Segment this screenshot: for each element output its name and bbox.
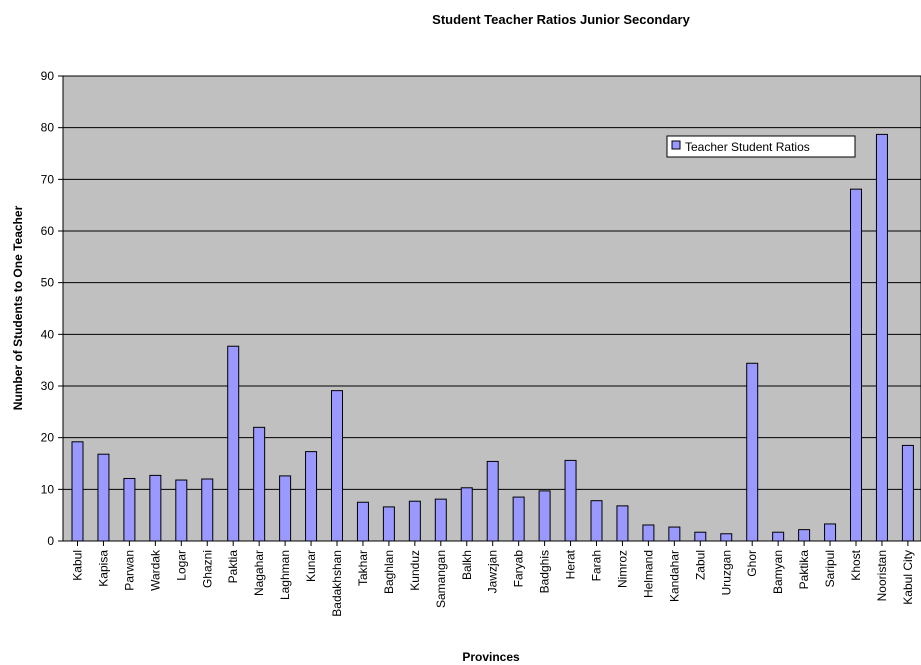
bar-farah — [590, 500, 603, 542]
bar-logar — [175, 479, 188, 542]
bar-helmand — [642, 524, 655, 542]
x-tick-label: Herat — [564, 549, 578, 579]
bar-balkh — [460, 487, 473, 542]
bar-paktia — [227, 345, 240, 542]
bar-samangan — [434, 498, 447, 542]
bar-uruzgan — [720, 533, 733, 542]
y-tick-label: 0 — [47, 534, 54, 548]
x-tick-label: Jawzjan — [486, 550, 500, 593]
y-tick-label: 50 — [41, 276, 55, 290]
x-tick-label: Farah — [590, 550, 604, 581]
bar-khost — [850, 188, 862, 542]
bar-ghor — [746, 362, 759, 542]
bar-kandahar — [668, 526, 681, 542]
bar-faryab — [512, 496, 525, 542]
bar-kabul — [71, 441, 84, 542]
x-tick-label: Logar — [174, 550, 188, 581]
x-tick-label: Helmand — [641, 550, 655, 598]
x-tick-label: Kandahar — [667, 550, 681, 602]
x-tick-label: Faryab — [512, 550, 526, 588]
bar-parwan — [123, 477, 136, 542]
x-tick-label: Kapisa — [96, 550, 110, 587]
y-tick-label: 40 — [41, 327, 55, 341]
x-tick-label: Baghlan — [382, 550, 396, 594]
bar-zabul — [694, 531, 707, 542]
x-tick-label: Nimroz — [615, 550, 629, 588]
bar-bamyan — [772, 531, 785, 542]
bar-saripul — [824, 523, 837, 542]
x-tick-label: Takhar — [356, 550, 370, 586]
x-axis-ticks: Kabul Kapisa Parwan Wardak Logar Ghazni Paktia… — [71, 541, 915, 617]
bar-jawzjan — [486, 460, 499, 542]
x-tick-label: Uruzgan — [719, 550, 733, 595]
x-tick-label: Kabul City — [901, 550, 915, 605]
x-tick-label: Nooristan — [875, 550, 889, 601]
y-axis-label: Number of Students to One Teacher — [11, 205, 25, 410]
y-tick-label: 90 — [41, 69, 55, 83]
bar-baghlan — [382, 506, 395, 542]
x-tick-label: Ghazni — [200, 550, 214, 588]
bar-kunduz — [408, 500, 421, 542]
x-tick-label: Badghis — [538, 550, 552, 593]
y-tick-label: 20 — [41, 431, 55, 445]
bar-kabul-city — [901, 444, 914, 542]
bar-nooristan — [875, 133, 888, 542]
x-tick-label: Parwan — [122, 550, 136, 591]
chart-title: Student Teacher Ratios Junior Secondary — [432, 12, 690, 27]
bar-badghis — [538, 490, 551, 542]
x-tick-label: Saripul — [823, 550, 837, 587]
legend: Teacher Student Ratios — [666, 135, 856, 158]
x-tick-label: Zabul — [693, 550, 707, 580]
x-tick-label: Badakhshan — [330, 550, 344, 617]
y-tick-label: 60 — [41, 224, 55, 238]
y-tick-label: 80 — [41, 121, 55, 135]
x-tick-label: Ghor — [745, 550, 759, 577]
bar-takhar — [356, 501, 369, 542]
y-axis-ticks: 0 10 20 30 40 50 60 70 80 90 — [41, 69, 63, 548]
y-tick-label: 70 — [41, 172, 55, 186]
x-tick-label: Kunduz — [408, 550, 422, 591]
bar-kapisa — [97, 453, 110, 542]
bar-laghman — [279, 475, 292, 542]
bar-nimroz — [616, 505, 629, 542]
legend-swatch — [671, 140, 681, 150]
x-tick-label: Paktika — [797, 550, 811, 590]
bar-wardak — [149, 474, 162, 542]
x-tick-label: Bamyan — [771, 550, 785, 594]
bar-badakhshan — [331, 390, 343, 542]
y-tick-label: 10 — [41, 482, 55, 496]
legend-box — [666, 135, 856, 158]
x-tick-label: Laghman — [278, 550, 292, 600]
x-tick-label: Balkh — [460, 550, 474, 580]
x-tick-label: Khost — [849, 549, 863, 580]
bar-ghazni — [201, 478, 214, 542]
x-tick-label: Samangan — [434, 550, 448, 608]
y-tick-label: 30 — [41, 379, 55, 393]
x-axis-label: Provinces — [462, 650, 520, 664]
x-tick-label: Kunar — [304, 550, 318, 582]
bar-nagahar — [253, 426, 266, 542]
x-tick-label: Nagahar — [252, 550, 266, 596]
bar-kunar — [305, 451, 318, 542]
legend-label: Teacher Student Ratios — [685, 140, 810, 154]
x-tick-label: Wardak — [148, 549, 162, 591]
x-tick-label: Kabul — [71, 550, 85, 581]
bar-paktika — [798, 529, 811, 542]
x-tick-label: Paktia — [226, 550, 240, 584]
bar-herat — [564, 459, 577, 542]
